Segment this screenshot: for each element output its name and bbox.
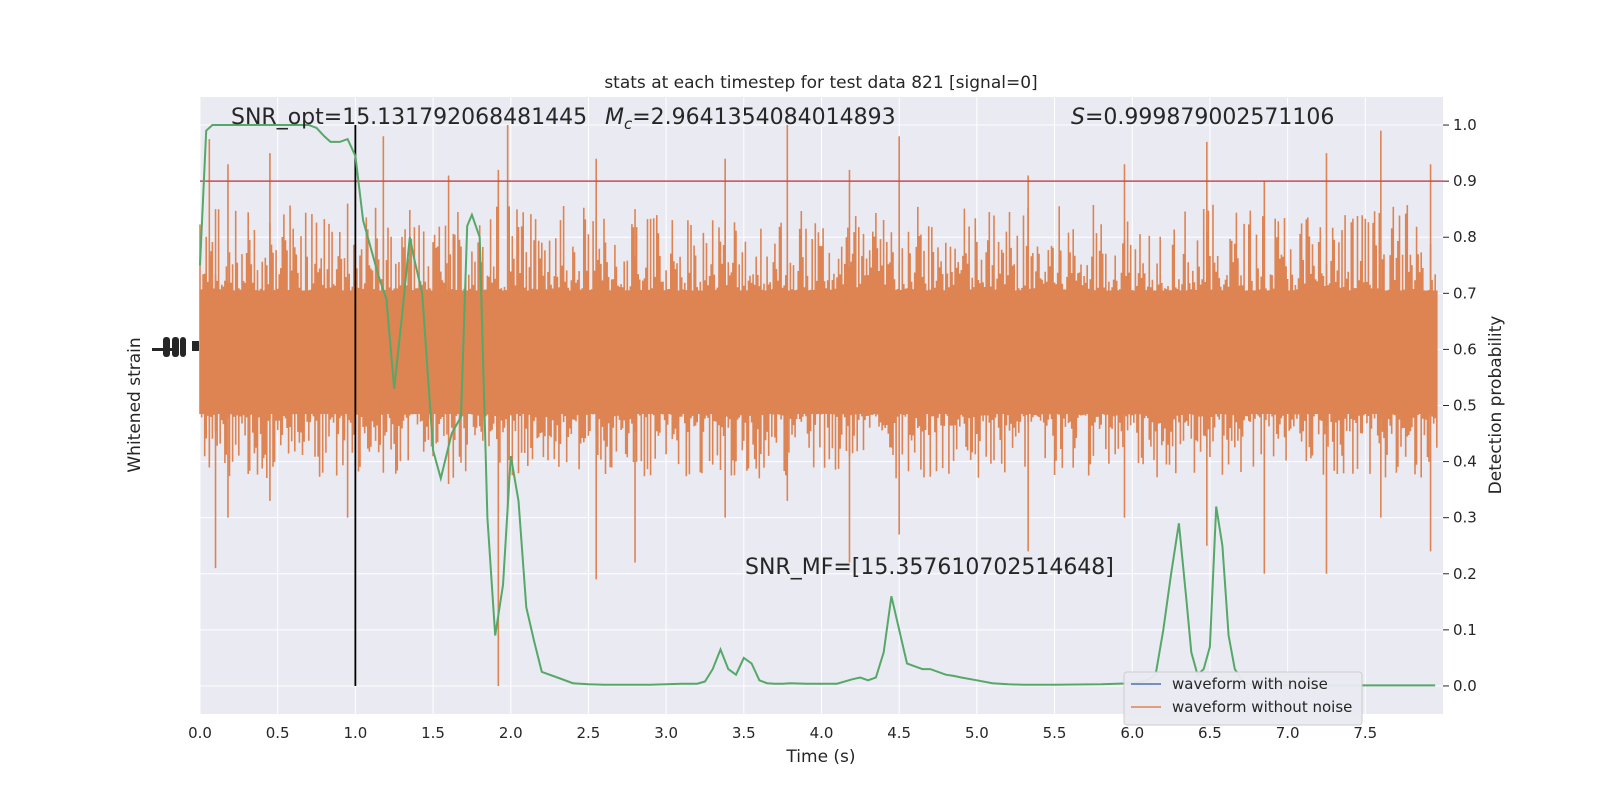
legend-label-with-noise: waveform with noise	[1172, 675, 1328, 693]
x-tick-label: 2.0	[499, 724, 523, 742]
chirp-mass-symbol: M	[605, 105, 624, 130]
x-tick-label: 5.0	[965, 724, 989, 742]
x-tick-label: 1.5	[421, 724, 445, 742]
x-tick-label: 1.0	[343, 724, 367, 742]
s-value: =0.999879002571106	[1085, 105, 1334, 130]
x-tick-label: 0.5	[266, 724, 290, 742]
s-annotation: S=0.999879002571106	[1071, 105, 1334, 130]
chart-title: stats at each timestep for test data 821…	[604, 73, 1037, 93]
x-tick-label: 0.0	[188, 724, 212, 742]
y-right-tick-label: 0.6	[1453, 340, 1477, 358]
y-right-tick-label: 0.7	[1453, 284, 1477, 302]
left-tick-mark	[180, 337, 186, 357]
y-axis-label-left: Whitened strain	[125, 337, 145, 472]
legend-box	[1123, 671, 1363, 726]
y-right-tick-label: 0.8	[1453, 228, 1477, 246]
y-right-tick-labels: 0.0 0.1 0.2 0.3 0.4 0.5 0.6 0.7 0.8 0.9 1.0	[1443, 116, 1477, 695]
chirp-mass-value: =2.9641354084014893	[632, 105, 895, 130]
x-tick-label: 5.5	[1043, 724, 1067, 742]
x-tick-label: 4.5	[887, 724, 911, 742]
y-right-tick-label: 0.3	[1453, 509, 1477, 527]
strain-noise-core	[200, 290, 1437, 414]
left-axis-ticks	[152, 337, 199, 357]
x-tick-label: 2.5	[577, 724, 601, 742]
left-tick-mark	[192, 341, 199, 351]
legend: waveform with noise waveform without noi…	[1123, 671, 1363, 726]
y-right-tick-label: 0.4	[1453, 453, 1477, 471]
s-symbol: S	[1071, 105, 1085, 130]
y-right-tick-label: 0.2	[1453, 565, 1477, 583]
left-tick-mark	[172, 337, 179, 357]
x-tick-label: 4.0	[810, 724, 834, 742]
x-tick-labels: 0.0 0.5 1.0 1.5 2.0 2.5 3.0 3.5 4.0 4.5 5.0 5.5 6.0 6…	[188, 724, 1377, 742]
legend-label-without-noise: waveform without noise	[1172, 698, 1352, 716]
x-tick-label: 3.0	[654, 724, 678, 742]
chirp-mass-subscript: c	[624, 115, 633, 133]
snr-mf-annotation: SNR_MF=[15.357610702514648]	[745, 555, 1114, 580]
x-tick-label: 7.0	[1276, 724, 1300, 742]
x-tick-label: 6.5	[1198, 724, 1222, 742]
snr-opt-annotation: SNR_opt=15.131792068481445	[231, 105, 587, 130]
plot-content	[199, 124, 1443, 687]
chirp-mass-annotation: Mc=2.9641354084014893	[605, 105, 896, 133]
x-tick-label: 6.0	[1120, 724, 1144, 742]
x-axis-label: Time (s)	[785, 747, 855, 767]
y-right-tick-label: 0.1	[1453, 621, 1477, 639]
x-tick-label: 3.5	[732, 724, 756, 742]
left-tick-mark	[163, 337, 170, 357]
y-right-tick-label: 0.9	[1453, 172, 1477, 190]
y-axis-label-right: Detection probability	[1486, 316, 1506, 495]
y-right-tick-label: 0.0	[1453, 677, 1477, 695]
y-right-tick-label: 1.0	[1453, 116, 1477, 134]
y-right-tick-label: 0.5	[1453, 397, 1477, 415]
x-tick-label: 7.5	[1353, 724, 1377, 742]
